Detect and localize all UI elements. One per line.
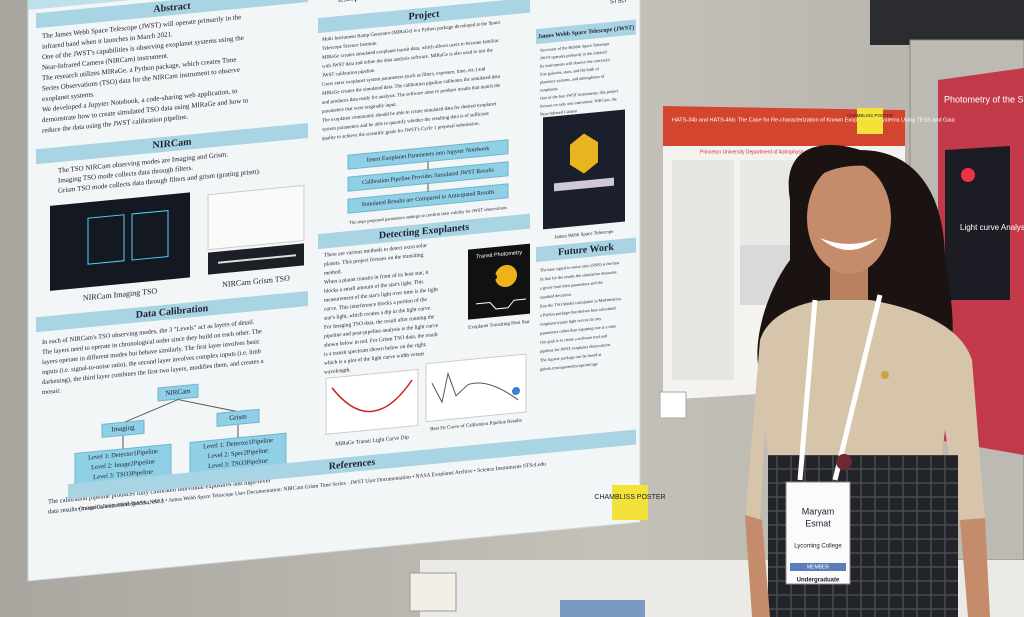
- far-poster-title: Photometry of the Super-Earth B: [944, 94, 1024, 104]
- section-heading: References: [329, 457, 376, 472]
- body-text: JWST operates primarily in the infrared: [540, 49, 608, 60]
- name-card: [409, 572, 457, 612]
- tree-node: [157, 383, 199, 402]
- far-poster-heading: Light curve Analysis: [960, 223, 1024, 232]
- inset-title: Transit Photometry: [476, 250, 522, 260]
- tree-edge: [122, 399, 179, 424]
- body-text: Our goal is to create a software tool an…: [540, 333, 608, 345]
- badge: Maryam Esmat Lycoming College MEMBER Und…: [785, 481, 851, 585]
- person: [745, 145, 990, 617]
- best-fit-plot: [425, 353, 527, 423]
- legend-dot: [512, 386, 520, 396]
- badge-first-name: Maryam: [802, 506, 835, 516]
- figure-caption: James Webb Space Telescope: [554, 230, 614, 241]
- sign-text: CHAMBLISS POSTER: [594, 494, 665, 501]
- body-text: standard deviation.: [540, 292, 572, 300]
- sign-text: CHAMBLISS POSTER: [847, 113, 894, 118]
- section-header: [536, 19, 636, 45]
- nircam-image: [131, 209, 169, 261]
- tree-label: Imaging: [111, 423, 135, 433]
- body-text: method.: [324, 269, 342, 277]
- body-text: wavelength.: [324, 367, 351, 376]
- nircam-image: [50, 192, 190, 291]
- sign: CHAMBLISS POSTER: [594, 485, 666, 520]
- section-header: [36, 123, 308, 165]
- tree-label: NIRCam: [165, 387, 191, 397]
- light-curve-plot: [325, 368, 419, 435]
- body-text: Telescope Science Institute.: [322, 42, 377, 52]
- tree-node: [101, 419, 145, 438]
- tree-label: Grism: [229, 413, 247, 423]
- jwst-shield: [554, 177, 614, 192]
- section-heading: NIRCam: [153, 137, 193, 152]
- section-heading: Abstract: [153, 1, 191, 16]
- body-text: github.com/spacetelescope/mirage: [540, 361, 598, 372]
- ceiling: [870, 0, 1024, 45]
- section-header: [318, 213, 530, 250]
- figure-caption: Exoplanet Transiting Host Star: [468, 320, 530, 331]
- best-fit-curve: [431, 371, 519, 404]
- badge-affiliation: Lycoming College: [794, 544, 842, 550]
- planet: [491, 274, 497, 281]
- body-text: exoplanets: [540, 86, 558, 93]
- star: [495, 264, 517, 288]
- inset-curve: [476, 298, 526, 310]
- body-text: JWST calibration pipeline.: [322, 69, 376, 79]
- logo-text: STScI: [610, 0, 627, 6]
- light-curve: [331, 379, 413, 413]
- section-header: [36, 0, 308, 29]
- nircam-image: [87, 214, 125, 265]
- body-text: Near-Infrared Camera: [540, 108, 577, 117]
- section-header: [68, 429, 636, 500]
- section-heading: Future Work: [558, 242, 614, 258]
- badge-level: Undergraduate: [797, 578, 840, 584]
- body-text: Successor of the Hubble Space Telescope: [540, 41, 609, 53]
- sign: CHAMBLISS POSTER: [847, 108, 894, 134]
- body-text: exoplanet transit light curves for any: [540, 316, 602, 327]
- main-poster: ations of Transiting Exoplanetsam Esmat1…: [27, 0, 641, 582]
- body-text: a given from their parameters and the: [540, 280, 603, 291]
- brochure: [560, 600, 645, 617]
- badge-last-name: Esmat: [805, 518, 831, 528]
- body-text: Its instruments will observe the univers…: [540, 57, 610, 69]
- section-heading: Project: [409, 9, 441, 23]
- body-text: pipeline for JWST exoplanet observations: [540, 342, 611, 354]
- badge-role: MEMBER: [807, 564, 829, 570]
- tree-node: [216, 408, 260, 427]
- side-poster-subtitle: Princeton University Department of Astro…: [700, 149, 807, 155]
- body-text: The Jupyter package can be found at: [540, 352, 602, 363]
- section-header: [536, 237, 636, 263]
- side-poster-title: HATS-34b and HATS-46b: The Case for Re-c…: [672, 117, 956, 123]
- poster-sheet: [27, 0, 641, 582]
- body-text: first galaxies, stars, and the birth of: [540, 66, 600, 78]
- section-header: [318, 0, 530, 34]
- grism-image: [207, 184, 305, 251]
- grism-streak: [218, 254, 296, 264]
- jwst-mirror: [570, 133, 598, 174]
- section-header: [36, 291, 308, 333]
- body-text: mosaic.: [42, 387, 62, 396]
- tree-edge: [177, 399, 239, 413]
